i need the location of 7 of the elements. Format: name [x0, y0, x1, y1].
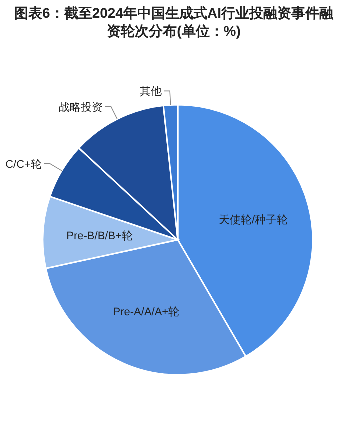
- slice-label: C/C+轮: [6, 158, 42, 171]
- slice-label: Pre-A/A/A+轮: [113, 306, 180, 319]
- slice-label: 天使轮/种子轮: [219, 214, 288, 227]
- slice-label: 战略投资: [59, 102, 104, 114]
- chart-title: 图表6：截至2024年中国生成式AI行业投融资事件融资轮次分布(单位：%): [14, 4, 334, 40]
- slice-label: Pre-B/B/B+轮: [66, 230, 133, 243]
- slice-label: 其他: [140, 85, 162, 98]
